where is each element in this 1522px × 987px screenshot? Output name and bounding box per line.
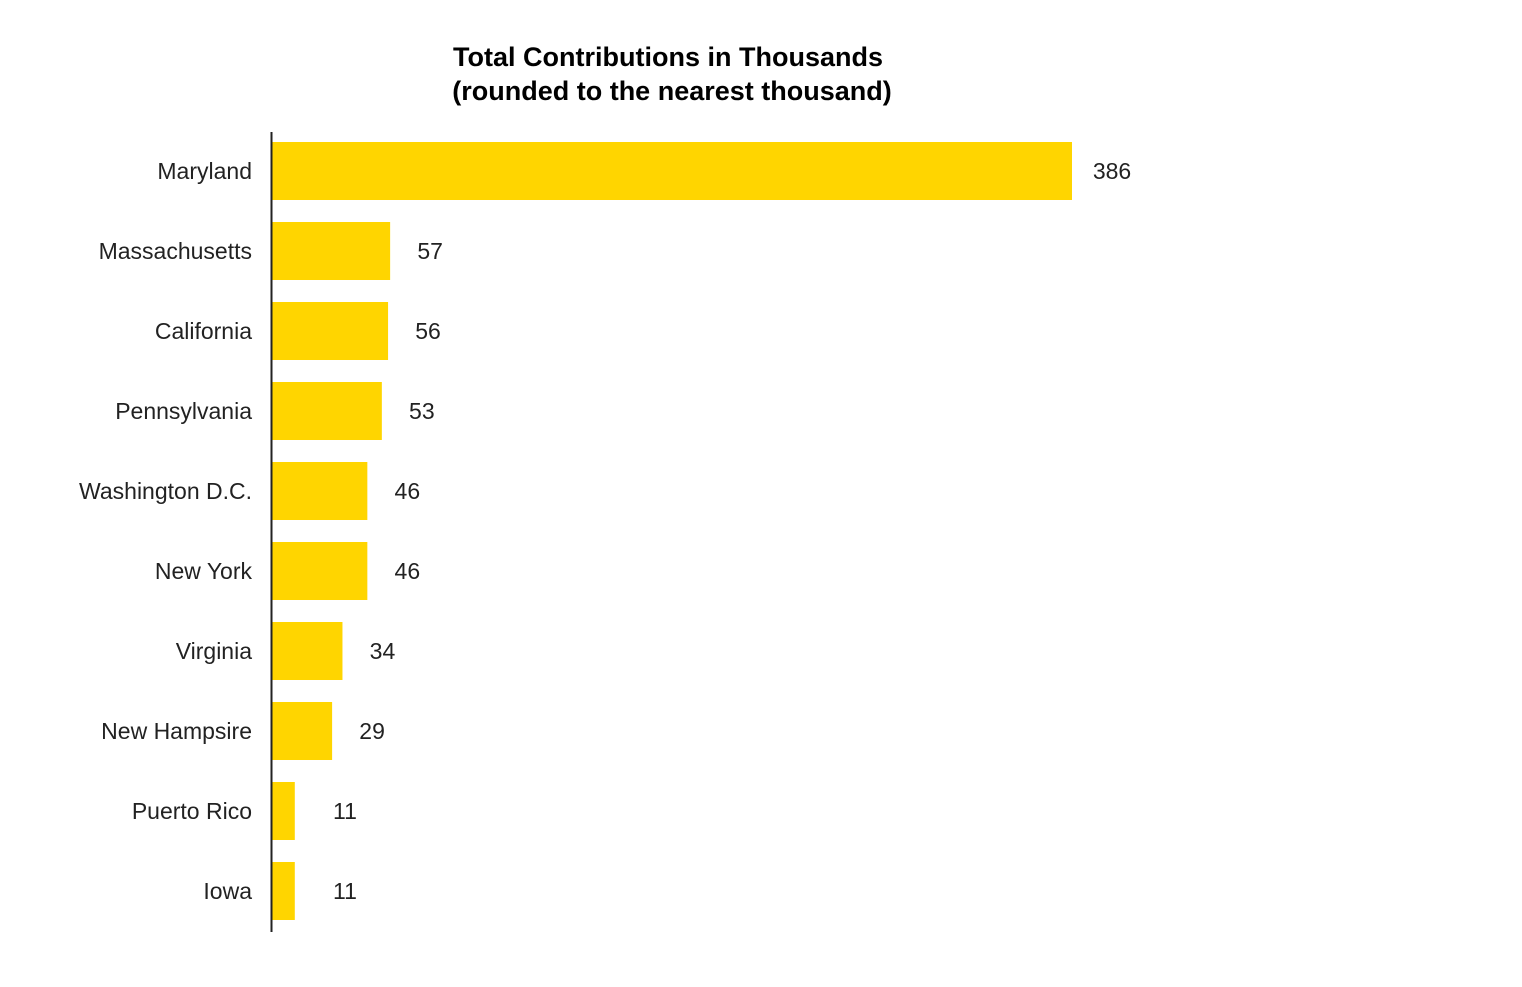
category-label-virginia: Virginia	[176, 638, 252, 664]
bar-iowa	[272, 862, 295, 920]
category-labels-group: Maryland Massachusetts California Pennsylva…	[79, 158, 252, 904]
value-label-puerto-rico: 11	[333, 798, 357, 824]
category-label-massachusetts: Massachusetts	[99, 238, 252, 264]
category-label-iowa: Iowa	[203, 878, 252, 904]
category-label-new-york: New York	[155, 558, 253, 584]
bars-group	[272, 142, 1072, 920]
chart-subtitle: (rounded to the nearest thousand)	[452, 76, 892, 106]
value-label-massachusetts: 57	[417, 238, 443, 264]
category-label-california: California	[155, 318, 252, 344]
value-label-maryland: 386	[1093, 158, 1131, 184]
category-label-new-hampsire: New Hampsire	[101, 718, 252, 744]
bar-pennsylvania	[272, 382, 382, 440]
category-label-washington-d-c: Washington D.C.	[79, 478, 252, 504]
chart-title: Total Contributions in Thousands	[453, 42, 883, 72]
value-label-new-york: 46	[395, 558, 421, 584]
value-label-virginia: 34	[370, 638, 396, 664]
value-label-new-hampsire: 29	[359, 718, 385, 744]
bar-california	[272, 302, 389, 360]
bar-puerto-rico	[272, 782, 295, 840]
category-label-maryland: Maryland	[157, 158, 252, 184]
bar-new-york	[272, 542, 368, 600]
bar-massachusetts	[272, 222, 391, 280]
value-label-california: 56	[415, 318, 441, 344]
value-label-pennsylvania: 53	[409, 398, 435, 424]
bar-new-hampsire	[272, 702, 333, 760]
category-label-puerto-rico: Puerto Rico	[132, 798, 252, 824]
bar-washington-d-c	[272, 462, 368, 520]
value-label-washington-d-c: 46	[395, 478, 421, 504]
category-label-pennsylvania: Pennsylvania	[115, 398, 252, 424]
bar-virginia	[272, 622, 343, 680]
value-label-iowa: 11	[333, 878, 357, 904]
bar-maryland	[272, 142, 1072, 200]
value-labels-group: 386 57 56 53 46 46 34 29 11 11	[333, 158, 1131, 904]
